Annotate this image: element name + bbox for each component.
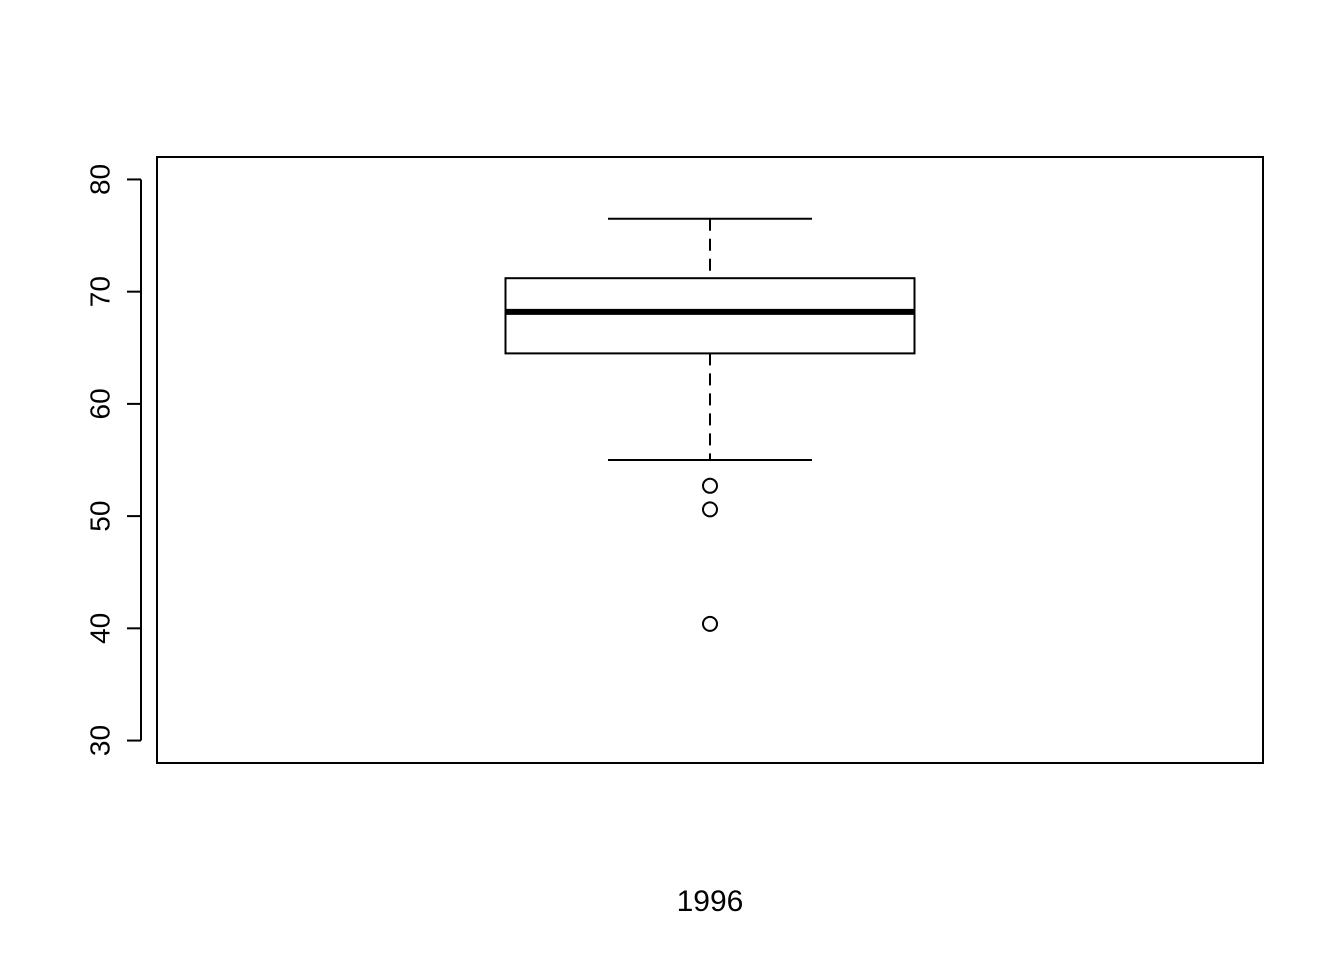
iqr-box [504, 277, 916, 355]
y-tick-label: 80 [85, 164, 116, 195]
y-tick-label: 40 [85, 613, 116, 644]
y-axis: 30 40 50 60 70 80 [85, 164, 142, 756]
outlier-point [702, 501, 718, 518]
y-tick-label: 30 [85, 725, 116, 756]
boxes-group [504, 217, 916, 632]
outlier-point [702, 477, 718, 494]
y-tick-label: 70 [85, 276, 116, 307]
y-tick-label: 60 [85, 388, 116, 419]
y-tick-label: 50 [85, 501, 116, 532]
x-axis-label: 1996 [677, 885, 744, 918]
outlier-point [702, 615, 718, 632]
plot-frame [156, 156, 1264, 764]
